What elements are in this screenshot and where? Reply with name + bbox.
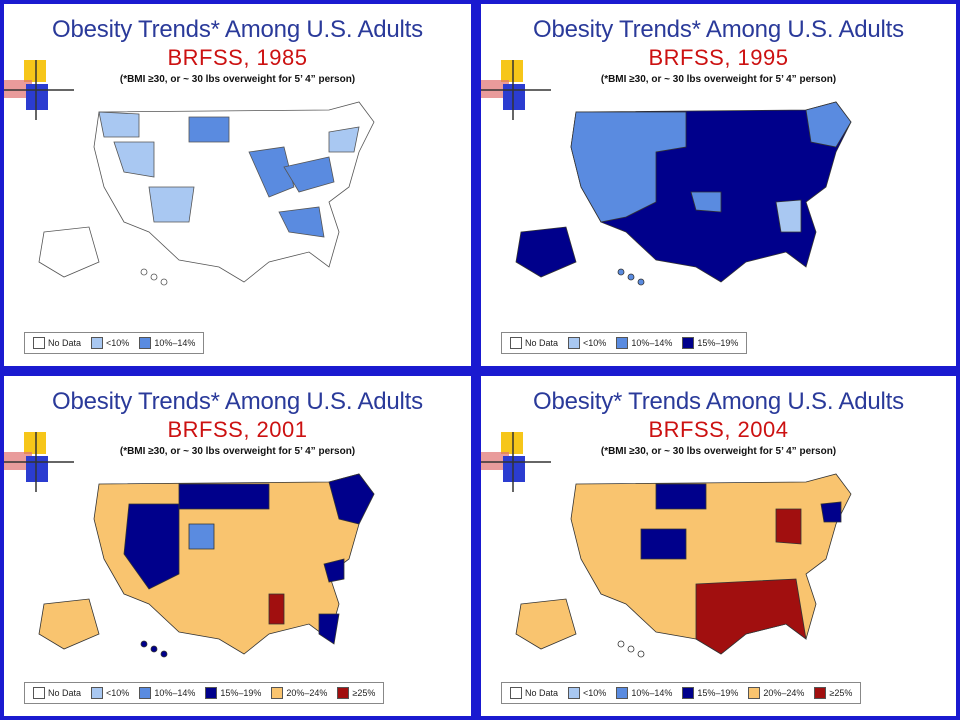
decorative-squares-icon xyxy=(481,432,551,492)
legend-item: 10%–14% xyxy=(139,337,195,349)
legend-swatch xyxy=(139,337,152,349)
legend-item: ≥25% xyxy=(814,687,852,699)
panel-subtitle: BRFSS, 1985 xyxy=(167,45,308,70)
legend-swatch xyxy=(682,687,695,699)
legend-label: 15%–19% xyxy=(220,688,262,698)
legend-label: 10%–14% xyxy=(631,688,673,698)
legend-swatch xyxy=(814,687,827,699)
legend-label: ≥25% xyxy=(829,688,853,698)
panel-subtitle: BRFSS, 1995 xyxy=(648,45,789,70)
legend-swatch xyxy=(748,687,761,699)
legend-label: No Data xyxy=(525,688,559,698)
us-map xyxy=(515,101,852,286)
legend-swatch xyxy=(568,337,581,349)
legend-item: <10% xyxy=(568,337,606,349)
legend-item: ≥25% xyxy=(337,687,375,699)
legend-label: No Data xyxy=(48,688,82,698)
bmi-note: (*BMI ≥30, or ~ 30 lbs overweight for 5’… xyxy=(600,446,837,457)
panel-1985: Obesity Trends* Among U.S. Adults BRFSS,… xyxy=(4,4,471,366)
legend-label: ≥25% xyxy=(352,688,376,698)
legend-swatch xyxy=(510,687,522,699)
legend-label: 15%–19% xyxy=(697,688,739,698)
legend-swatch xyxy=(33,687,45,699)
legend-swatch xyxy=(271,687,284,699)
decorative-squares-icon xyxy=(481,60,551,120)
us-map xyxy=(38,101,375,286)
legend-item: No Data xyxy=(510,687,558,699)
us-map xyxy=(38,473,375,658)
legend-item: No Data xyxy=(33,337,81,349)
legend-item: <10% xyxy=(568,687,606,699)
legend: No Data <10% 10%–14% 15%–19% 20%–24% ≥25% xyxy=(501,682,862,704)
panel-subtitle: BRFSS, 2004 xyxy=(648,417,789,442)
legend-label: 10%–14% xyxy=(154,688,196,698)
legend-label: <10% xyxy=(106,338,130,348)
legend-item: 10%–14% xyxy=(139,687,195,699)
legend-label: <10% xyxy=(106,688,130,698)
legend-label: 10%–14% xyxy=(154,338,196,348)
legend-item: <10% xyxy=(91,687,129,699)
legend-label: No Data xyxy=(48,338,82,348)
legend-item: 20%–24% xyxy=(271,687,327,699)
panel-1995: Obesity Trends* Among U.S. Adults BRFSS,… xyxy=(481,4,956,366)
legend-item: 15%–19% xyxy=(682,337,738,349)
panel-2001: Obesity Trends* Among U.S. Adults BRFSS,… xyxy=(4,376,471,716)
legend-label: 20%–24% xyxy=(286,688,328,698)
legend-item: <10% xyxy=(91,337,129,349)
legend-label: No Data xyxy=(525,338,559,348)
panel-title: Obesity Trends* Among U.S. Adults xyxy=(52,16,423,43)
panel-title: Obesity* Trends Among U.S. Adults xyxy=(533,388,904,415)
legend-label: 10%–14% xyxy=(631,338,673,348)
legend-label: 15%–19% xyxy=(697,338,739,348)
panel-title: Obesity Trends* Among U.S. Adults xyxy=(533,16,904,43)
legend-swatch xyxy=(91,687,104,699)
bmi-note: (*BMI ≥30, or ~ 30 lbs overweight for 5’… xyxy=(119,446,356,457)
bmi-note: (*BMI ≥30, or ~ 30 lbs overweight for 5’… xyxy=(119,74,356,85)
legend-item: 20%–24% xyxy=(748,687,804,699)
legend-item: 15%–19% xyxy=(682,687,738,699)
panel-2004: Obesity* Trends Among U.S. Adults BRFSS,… xyxy=(481,376,956,716)
panel-title: Obesity Trends* Among U.S. Adults xyxy=(52,388,423,415)
legend: No Data <10% 10%–14% 15%–19% xyxy=(501,332,748,354)
bmi-note: (*BMI ≥30, or ~ 30 lbs overweight for 5’… xyxy=(600,74,837,85)
legend-item: 10%–14% xyxy=(616,687,672,699)
legend-item: 15%–19% xyxy=(205,687,261,699)
panel-subtitle: BRFSS, 2001 xyxy=(167,417,308,442)
legend-item: No Data xyxy=(510,337,558,349)
us-map xyxy=(515,473,852,658)
legend-swatch xyxy=(33,337,45,349)
legend-swatch xyxy=(139,687,152,699)
legend-swatch xyxy=(568,687,581,699)
legend-swatch xyxy=(682,337,695,349)
legend: No Data <10% 10%–14% xyxy=(24,332,205,354)
legend: No Data <10% 10%–14% 15%–19% 20%–24% ≥25% xyxy=(24,682,385,704)
legend-swatch xyxy=(337,687,350,699)
legend-label: <10% xyxy=(583,688,607,698)
legend-swatch xyxy=(616,337,629,349)
legend-label: 20%–24% xyxy=(763,688,805,698)
legend-swatch xyxy=(91,337,104,349)
decorative-squares-icon xyxy=(4,60,74,120)
legend-swatch xyxy=(510,337,522,349)
legend-item: 10%–14% xyxy=(616,337,672,349)
legend-item: No Data xyxy=(33,687,81,699)
legend-swatch xyxy=(616,687,629,699)
legend-label: <10% xyxy=(583,338,607,348)
legend-swatch xyxy=(205,687,218,699)
decorative-squares-icon xyxy=(4,432,74,492)
